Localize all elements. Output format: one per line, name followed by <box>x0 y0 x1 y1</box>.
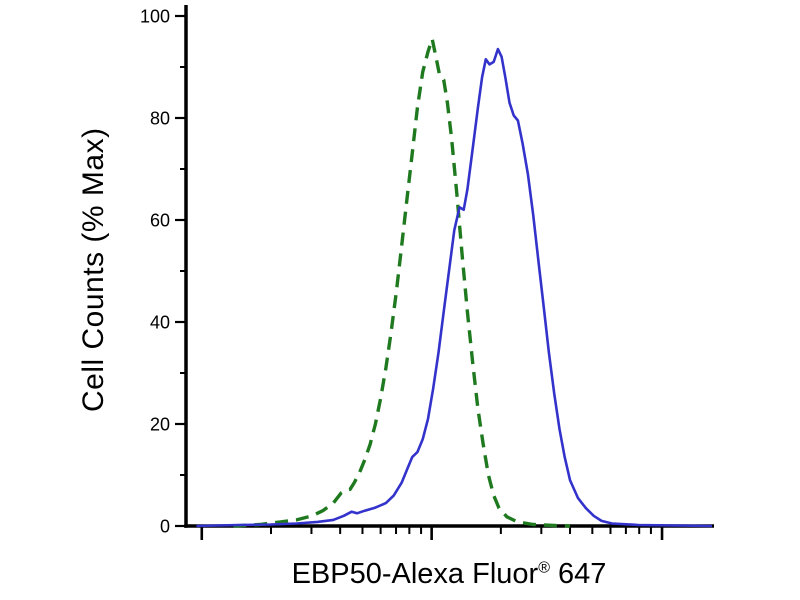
series-green-dashed-curve <box>233 37 571 528</box>
x-axis-label-suffix: 647 <box>549 558 607 590</box>
y-tick-label: 80 <box>150 109 170 129</box>
x-axis-label: EBP50-Alexa Fluor® 647 <box>186 558 712 591</box>
x-axis-label-main: EBP50-Alexa Fluor <box>291 558 539 590</box>
y-tick-label: 20 <box>150 415 170 435</box>
registered-trademark-symbol: ® <box>538 559 550 577</box>
series-blue-solid-curve <box>196 47 713 528</box>
y-tick-label: 60 <box>150 211 170 231</box>
y-tick-label: 100 <box>140 7 170 27</box>
y-axis-label: Cell Counts (% Max) <box>77 127 110 413</box>
y-tick-label: 0 <box>160 517 170 537</box>
y-tick-label: 40 <box>150 313 170 333</box>
